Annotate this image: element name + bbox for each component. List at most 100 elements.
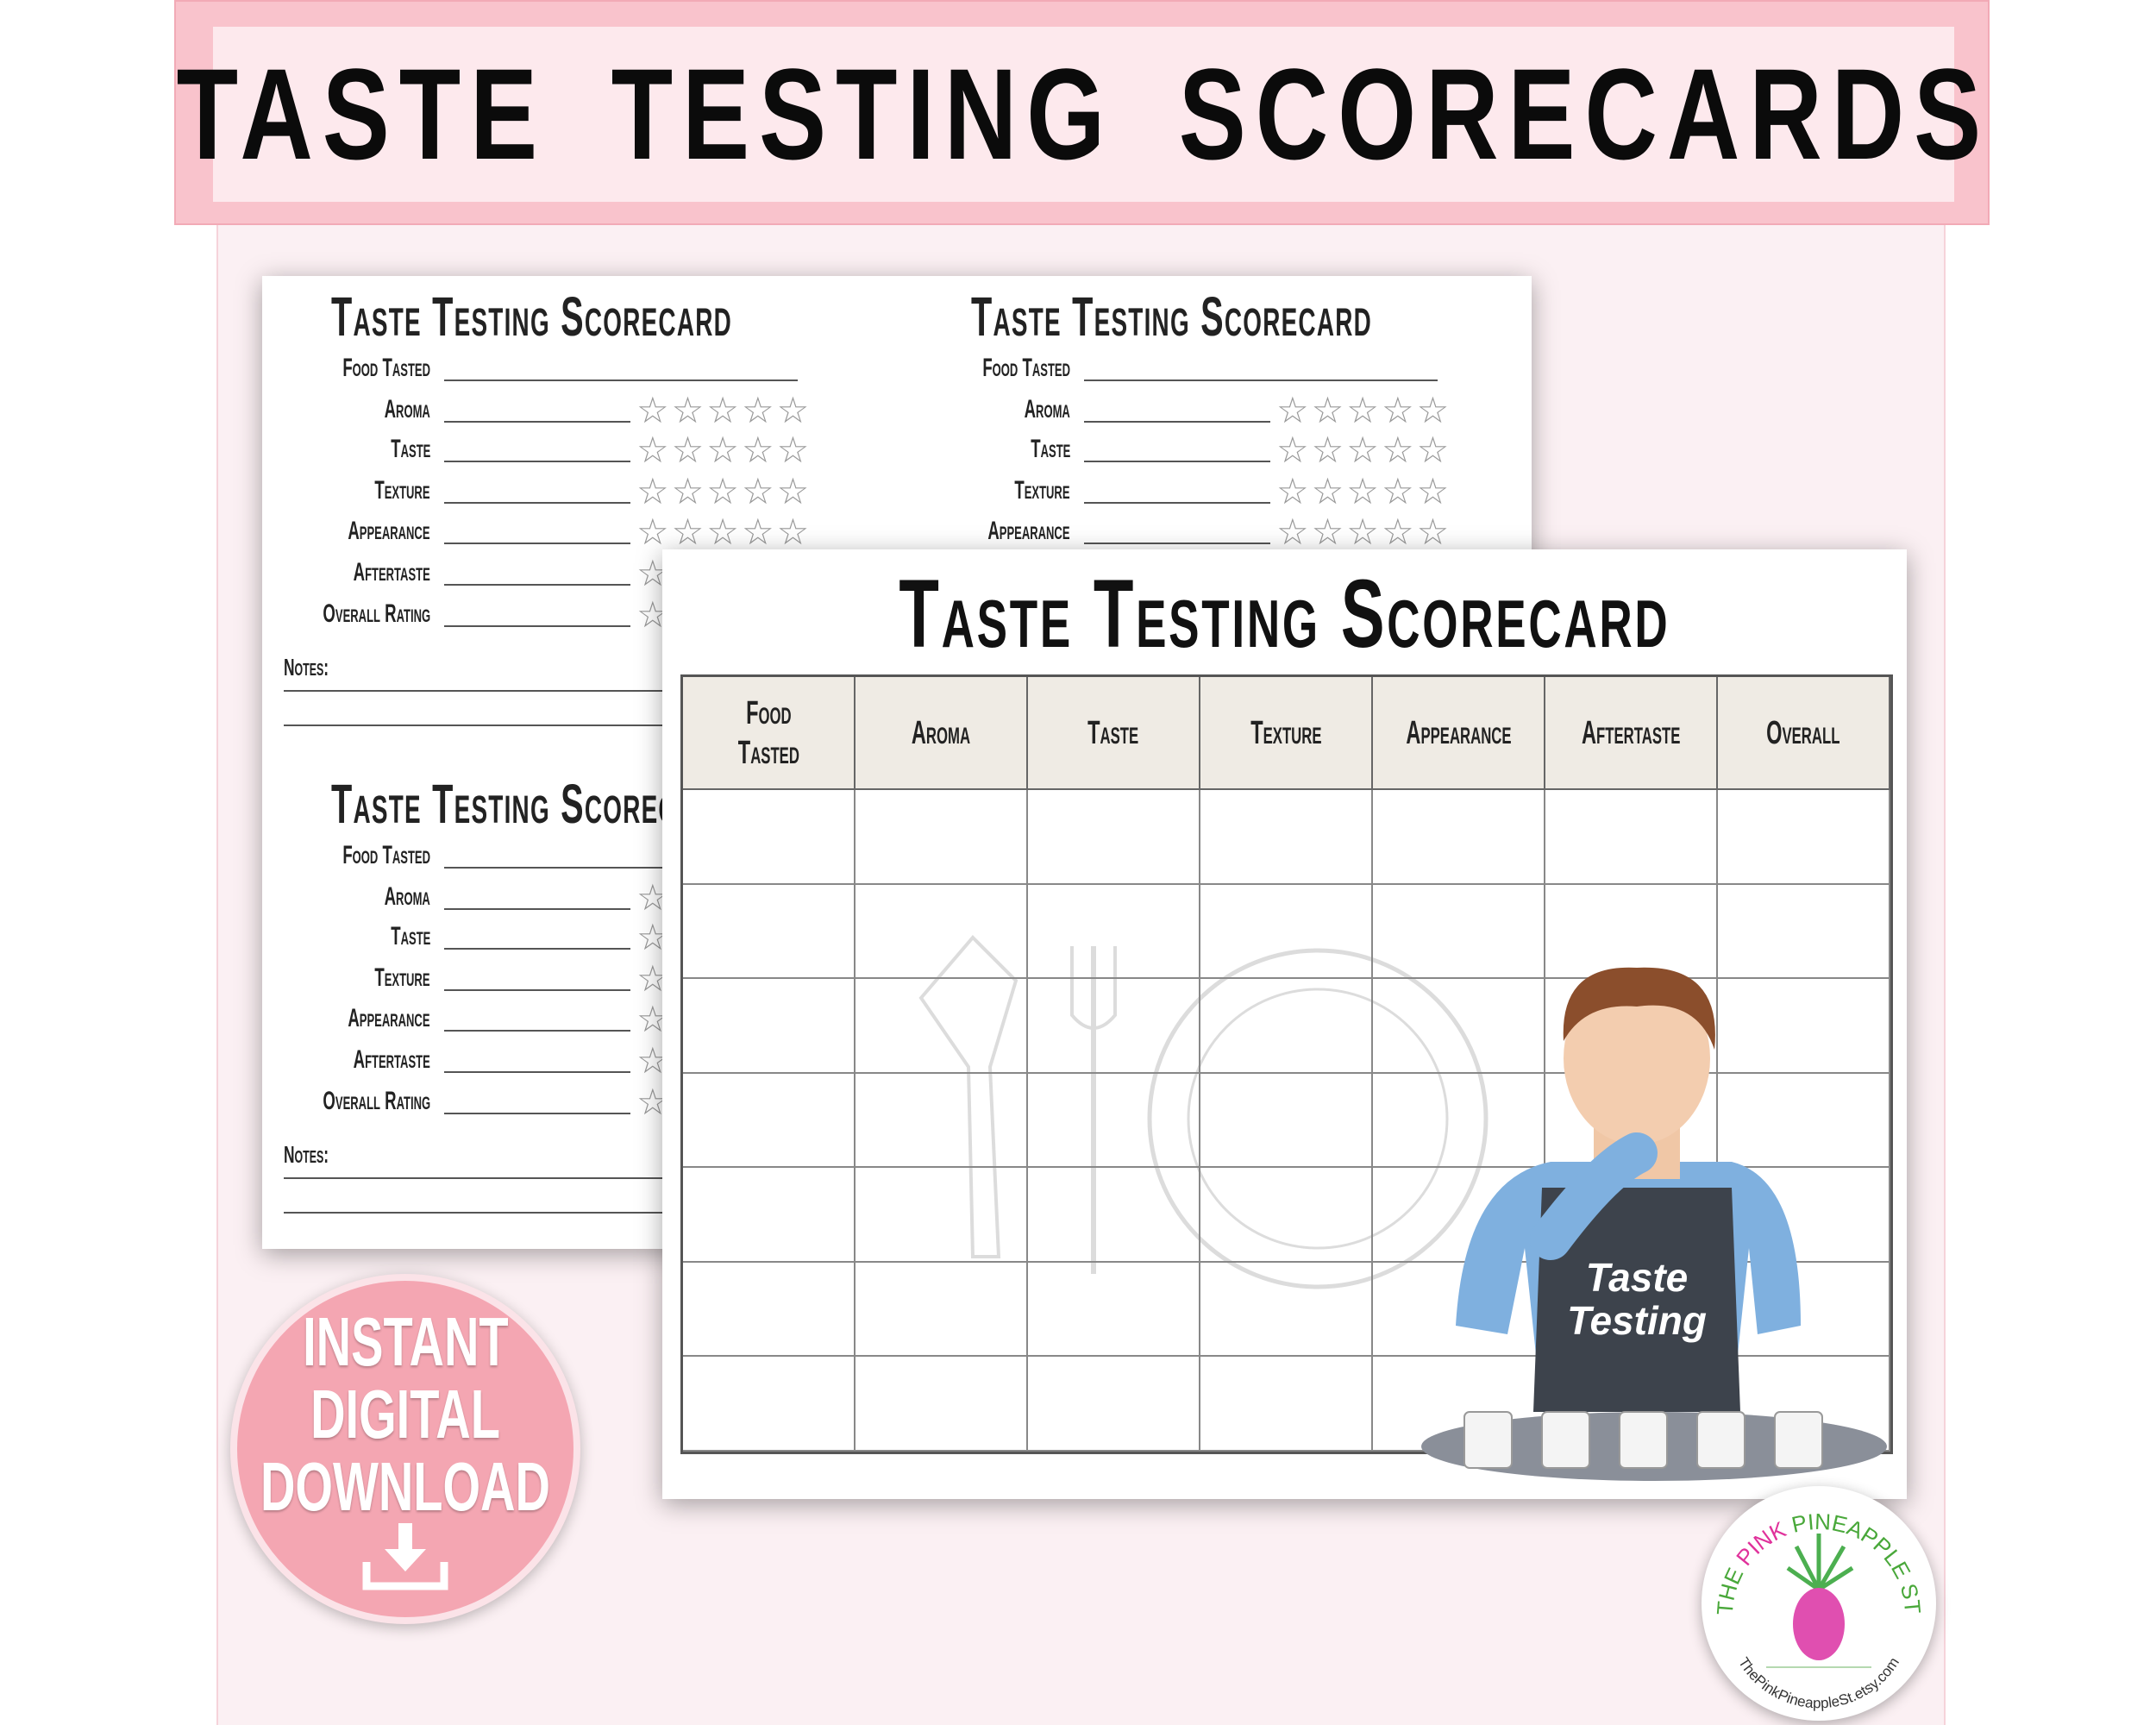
field-write-line <box>1084 461 1270 462</box>
table-cell[interactable] <box>1028 1357 1200 1452</box>
place-setting-watermark-icon <box>918 935 1489 1289</box>
field-write-line <box>444 867 798 869</box>
table-cell[interactable] <box>1718 790 1890 885</box>
table-cell[interactable] <box>1718 1262 1890 1358</box>
table-cell[interactable] <box>1545 790 1718 885</box>
column-header-text: Aroma <box>911 714 971 751</box>
table-cell[interactable] <box>1718 1168 1890 1263</box>
column-header-text: Overall <box>1766 714 1840 751</box>
badge-line-2: DIGITAL <box>310 1376 500 1452</box>
field-write-line <box>444 989 630 991</box>
front-title-text: Taste Testing Scorecard <box>899 560 1670 668</box>
table-cell[interactable] <box>1028 979 1200 1074</box>
table-cell[interactable] <box>1718 1073 1890 1169</box>
table-cell[interactable] <box>856 790 1028 885</box>
svg-text:ThePinkPineappleSt.etsy.com: ThePinkPineappleSt.etsy.com <box>1735 1654 1902 1711</box>
badge-line-3: DOWNLOAD <box>260 1448 550 1525</box>
star-rating-icon: ☆☆☆☆☆ <box>636 471 812 511</box>
star-rating-icon: ☆☆☆☆☆ <box>636 390 812 430</box>
field-write-line <box>444 1030 630 1032</box>
column-header: Overall <box>1718 677 1890 790</box>
table-cell[interactable] <box>683 790 856 885</box>
apron-text-1: Taste <box>1586 1255 1688 1300</box>
column-header: Texture <box>1200 677 1373 790</box>
table-cell[interactable] <box>1200 1168 1373 1263</box>
star-rating-icon: ☆☆☆☆☆ <box>636 511 812 552</box>
table-cell[interactable] <box>1373 979 1545 1074</box>
table-cell[interactable] <box>683 1073 856 1169</box>
badge-line-1: INSTANT <box>302 1303 509 1380</box>
table-cell[interactable] <box>1028 1262 1200 1358</box>
field-write-line <box>444 584 630 586</box>
apron-text-2: Testing <box>1567 1298 1707 1343</box>
table-cell[interactable] <box>1373 1073 1545 1169</box>
column-header-text: Texture <box>1250 714 1322 751</box>
field-label: Food Tasted <box>342 354 430 382</box>
banner-title: TASTE TESTING SCORECARDS <box>176 41 1991 186</box>
table-cell[interactable] <box>856 884 1028 980</box>
field-label: Aroma <box>384 882 430 911</box>
field-label: Texture <box>374 476 430 505</box>
table-cell[interactable] <box>1718 884 1890 980</box>
table-cell[interactable] <box>1373 790 1545 885</box>
logo-url: ThePinkPineappleSt.etsy.com <box>1735 1654 1902 1711</box>
table-cell[interactable] <box>856 1168 1028 1263</box>
pink-pineapple-studio-logo: THE PINK PINEAPPLE STUDIO ThePinkPineapp… <box>1693 1465 1936 1721</box>
card-field-row: Texture ☆☆☆☆☆ <box>902 471 1506 511</box>
field-label: Appearance <box>348 1004 430 1032</box>
table-cell[interactable] <box>683 1357 856 1452</box>
column-header-text: Food Tasted <box>737 694 799 771</box>
table-cell[interactable] <box>1028 790 1200 885</box>
field-label: Appearance <box>987 517 1070 545</box>
star-rating-icon: ☆☆☆☆☆ <box>1276 390 1452 430</box>
table-cell[interactable] <box>683 1262 856 1358</box>
notes-line <box>284 724 870 726</box>
table-cell[interactable] <box>856 979 1028 1074</box>
table-cell[interactable] <box>1200 790 1373 885</box>
table-cell[interactable] <box>683 979 856 1074</box>
table-cell[interactable] <box>1200 979 1373 1074</box>
table-cell[interactable] <box>856 1262 1028 1358</box>
star-rating-icon: ☆☆☆☆☆ <box>1276 471 1452 511</box>
card-field-row: Appearance ☆☆☆☆☆ <box>902 511 1506 552</box>
field-write-line <box>444 502 630 504</box>
field-write-line <box>1084 543 1270 544</box>
table-cell[interactable] <box>1028 1073 1200 1169</box>
table-cell[interactable] <box>683 1168 856 1263</box>
field-write-line <box>444 948 630 950</box>
notes-label: Notes: <box>284 1141 329 1168</box>
table-cell[interactable] <box>1200 1073 1373 1169</box>
field-label: Overall Rating <box>323 599 430 628</box>
field-label: Food Tasted <box>982 354 1070 382</box>
star-rating-icon: ☆☆☆☆☆ <box>636 430 812 470</box>
field-label: Taste <box>390 435 430 463</box>
table-cell[interactable] <box>1373 884 1545 980</box>
table-cell[interactable] <box>1718 979 1890 1074</box>
field-write-line <box>1084 421 1270 423</box>
table-cell[interactable] <box>1200 884 1373 980</box>
field-label: Aftertaste <box>353 558 430 586</box>
field-label: Taste <box>390 922 430 950</box>
field-write-line <box>444 421 630 423</box>
notes-line <box>284 690 870 692</box>
table-cell[interactable] <box>856 1073 1028 1169</box>
field-label: Texture <box>1014 476 1070 505</box>
front-sheet-title: Taste Testing Scorecard <box>662 558 1907 669</box>
table-cell[interactable] <box>1200 1357 1373 1452</box>
card-field-row: Appearance ☆☆☆☆☆ <box>262 511 866 552</box>
table-cell[interactable] <box>683 884 856 980</box>
table-cell[interactable] <box>1028 884 1200 980</box>
card-title: Taste Testing Scorecard <box>331 285 732 348</box>
table-cell[interactable] <box>1028 1168 1200 1263</box>
table-cell[interactable] <box>1200 1262 1373 1358</box>
column-header: Taste <box>1028 677 1200 790</box>
card-field-row: Food Tasted <box>262 839 866 874</box>
logo-pink: PINK <box>1731 1516 1790 1571</box>
field-label: Texture <box>374 963 430 992</box>
instant-download-badge: INSTANT DIGITAL DOWNLOAD <box>230 1274 580 1624</box>
table-cell[interactable] <box>856 1357 1028 1452</box>
field-label: Aftertaste <box>353 1045 430 1074</box>
star-rating-icon: ☆☆☆☆☆ <box>1276 511 1452 552</box>
notes-line <box>284 1177 870 1179</box>
column-header-text: Taste <box>1087 714 1139 751</box>
